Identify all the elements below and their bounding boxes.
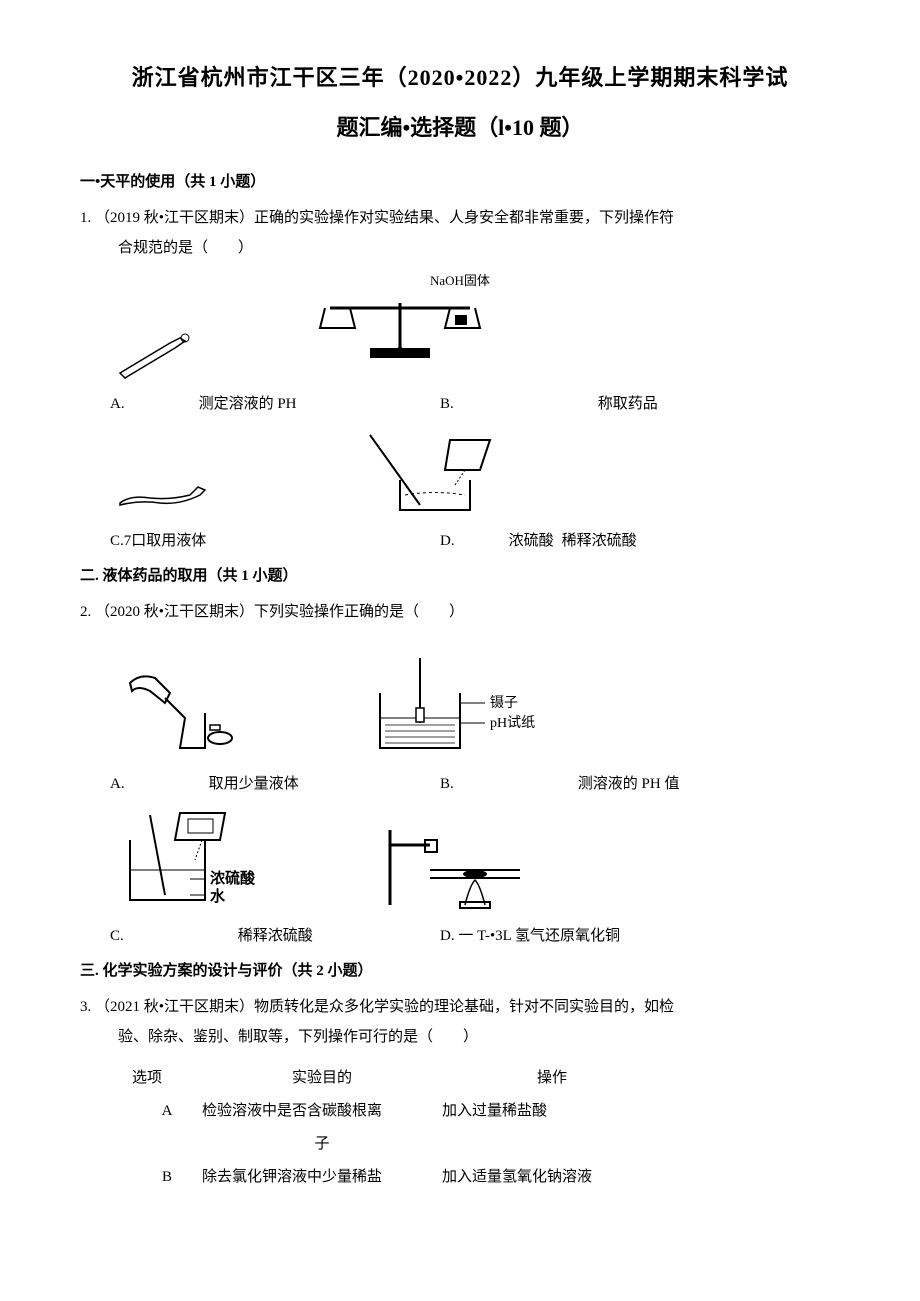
q3-text-2: 验、除杂、鉴别、制取等，下列操作可行的是（ ） — [80, 1022, 840, 1052]
q2-a-label: A. — [110, 776, 125, 793]
ph-beaker-figure: 镊子 pH试纸 — [350, 653, 550, 768]
q3-number: 3. — [80, 992, 91, 1022]
pour-liquid-figure — [110, 663, 260, 768]
q3-row-a: A 检验溶液中是否含碳酸根离 加入过量稀盐酸 — [132, 1095, 840, 1128]
q3-a-3: 加入过量稀盐酸 — [442, 1095, 662, 1128]
q1-c-label: C.7口取用液体 — [110, 529, 206, 550]
q3-b-3: 加入适量氢氧化钠溶液 — [442, 1161, 662, 1194]
title-line-2: 题汇编•选择题（l•10 题） — [80, 110, 840, 142]
q3-h2: 实验目的 — [202, 1062, 442, 1095]
dropper-figure — [110, 465, 220, 525]
q3-h1: 选项 — [132, 1062, 202, 1095]
section-3-suffix: 小题） — [324, 963, 373, 979]
q1-d-side: 浓硫酸 — [509, 529, 554, 550]
ph-paper-figure — [110, 323, 210, 388]
q1-a-text: 测定溶液的 PH — [199, 392, 297, 413]
q3-row-a-cont: 子 — [132, 1128, 840, 1161]
q1-number: 1. — [80, 203, 91, 233]
q1-options-row-2 — [110, 425, 840, 525]
q2-option-a-fig — [110, 663, 260, 768]
q1-b-text: 称取药品 — [598, 392, 658, 413]
q1-options-labels-1: A. 测定溶液的 PH B. 称取药品 — [110, 392, 840, 413]
hydrogen-reduce-figure — [370, 820, 550, 920]
section-1-heading: 一•天平的使用（共 1 小题） — [80, 170, 840, 191]
q2-text: （2020 秋•江干区期末）下列实验操作正确的是（ ） — [95, 604, 464, 620]
q1-option-a — [110, 323, 210, 388]
svg-text:水: 水 — [210, 887, 226, 905]
q1-b-label: B. — [440, 396, 454, 413]
section-2-heading: 二. 液体药品的取用（共 1 小题） — [80, 564, 840, 585]
dilute-acid-figure-2: 浓硫酸 水 — [110, 805, 290, 920]
q2-c-label: C. — [110, 928, 124, 945]
naoh-label: NaOH固体 — [430, 273, 490, 288]
dilute-acid-figure-1 — [350, 425, 520, 525]
svg-text:浓硫酸: 浓硫酸 — [210, 869, 256, 887]
q2-options-labels-1: A. 取用少量液体 B. 测溶液的 PH 值 — [110, 772, 840, 793]
q2-b-text: 测溶液的 PH 值 — [578, 772, 680, 793]
q3-a-2b: 子 — [202, 1128, 442, 1161]
q2-options-labels-2: C. 稀释浓硫酸 D. 一 T-•3L 氢气还原氧化铜 — [110, 924, 840, 945]
q1-option-c — [110, 465, 220, 525]
q1-option-b-fig: NaOH固体 — [300, 273, 500, 388]
q3-table-header: 选项 实验目的 操作 — [132, 1062, 840, 1095]
section-3-prefix: 三. 化学实验方案的设计与评价（共 — [80, 963, 316, 979]
q3-row-b: B 除去氯化钾溶液中少量稀盐 加入适量氢氧化钠溶液 — [132, 1161, 840, 1194]
section-3-count: 2 — [316, 963, 324, 979]
svg-text:pH试纸: pH试纸 — [490, 715, 535, 731]
svg-text:镊子: 镊子 — [490, 695, 518, 711]
q1-text-1: （2019 秋•江干区期末）正确的实验操作对实验结果、人身安全都非常重要，下列操… — [95, 210, 674, 226]
q3-b-1: B — [132, 1161, 202, 1194]
q1-d-text: 稀释浓硫酸 — [562, 529, 637, 550]
question-2: 2. （2020 秋•江干区期末）下列实验操作正确的是（ ） — [80, 597, 840, 627]
q3-a-2a: 检验溶液中是否含碳酸根离 — [202, 1095, 442, 1128]
section-2-suffix: 小题） — [249, 568, 298, 584]
section-1-count: 1 — [209, 174, 217, 190]
q1-a-label: A. — [110, 396, 125, 413]
section-1-prefix: 一•天平的使用（共 — [80, 174, 209, 190]
q2-option-b-fig: 镊子 pH试纸 — [350, 653, 550, 768]
q3-table: 选项 实验目的 操作 A 检验溶液中是否含碳酸根离 加入过量稀盐酸 子 B 除去… — [132, 1062, 840, 1194]
section-2-count: 1 — [241, 568, 249, 584]
q1-options-labels-2: C.7口取用液体 D. 浓硫酸 稀释浓硫酸 — [110, 529, 840, 550]
q3-a-1: A — [132, 1095, 202, 1128]
q3-b-2a: 除去氯化钾溶液中少量稀盐 — [202, 1161, 442, 1194]
question-1: 1. （2019 秋•江干区期末）正确的实验操作对实验结果、人身安全都非常重要，… — [80, 203, 840, 263]
q1-text-2: 合规范的是（ ） — [80, 233, 840, 263]
section-2-prefix: 二. 液体药品的取用（共 — [80, 568, 241, 584]
q2-options-row-1: 镊子 pH试纸 — [110, 653, 840, 768]
q1-option-d-fig — [350, 425, 520, 525]
q2-option-d-fig — [370, 820, 550, 920]
q2-option-c-fig: 浓硫酸 水 — [110, 805, 290, 920]
q2-options-row-2: 浓硫酸 水 — [110, 805, 840, 920]
q2-d-label: D. 一 T-•3L 氢气还原氧化铜 — [440, 924, 620, 945]
q3-h3: 操作 — [442, 1062, 662, 1095]
q1-d-label: D. — [440, 533, 455, 550]
q2-number: 2. — [80, 597, 91, 627]
q2-a-text: 取用少量液体 — [209, 772, 299, 793]
q2-c-text: 稀释浓硫酸 — [238, 924, 313, 945]
q2-b-label: B. — [440, 776, 454, 793]
balance-figure: NaOH固体 — [300, 273, 500, 388]
q3-text-1: （2021 秋•江干区期末）物质转化是众多化学实验的理论基础，针对不同实验目的，… — [95, 999, 674, 1015]
question-3: 3. （2021 秋•江干区期末）物质转化是众多化学实验的理论基础，针对不同实验… — [80, 992, 840, 1052]
title-line-1: 浙江省杭州市江干区三年（2020•2022）九年级上学期期末科学试 — [80, 60, 840, 92]
section-1-suffix: 小题） — [217, 174, 266, 190]
section-3-heading: 三. 化学实验方案的设计与评价（共 2 小题） — [80, 959, 840, 980]
q1-options-row-1: NaOH固体 — [110, 273, 840, 388]
